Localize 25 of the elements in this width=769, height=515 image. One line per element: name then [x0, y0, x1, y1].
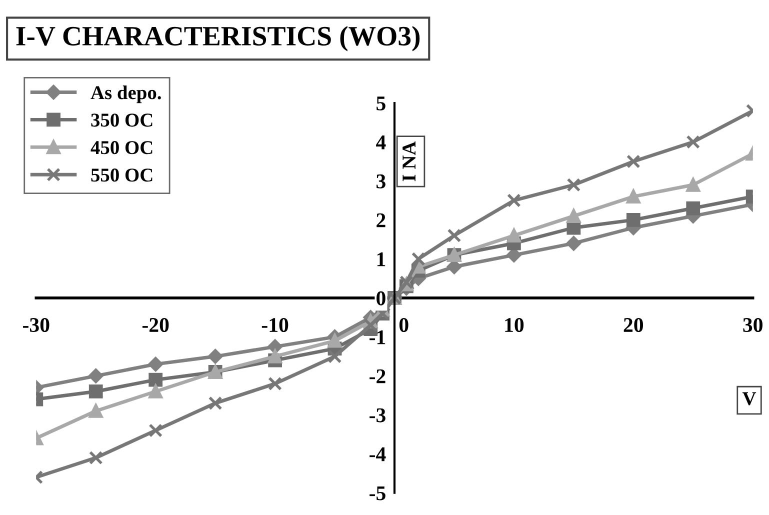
legend-label: 350 OC — [91, 114, 152, 127]
x-tick-label: 0 — [399, 318, 408, 332]
y-tick-label: 3 — [376, 174, 386, 188]
x-tick-label: 20 — [624, 318, 644, 332]
y-tick-label: 2 — [376, 213, 386, 228]
y-tick-label: -5 — [370, 486, 386, 500]
x-axis-title: V — [742, 392, 756, 406]
y-tick-label: -4 — [370, 447, 386, 462]
y-tick-label: 5 — [376, 96, 386, 110]
legend-label: 550 OC — [91, 168, 152, 182]
y-tick-label: 0 — [376, 291, 386, 306]
x-tick-label: -20 — [142, 318, 169, 332]
y-tick-label: -3 — [370, 408, 386, 422]
y-tick-label: -1 — [370, 330, 386, 344]
y-tick-label: 4 — [376, 136, 386, 150]
legend-label: 450 OC — [90, 141, 152, 154]
x-tick-label: 10 — [505, 318, 524, 332]
y-axis-title: I NA — [402, 141, 416, 182]
y-tick-label: 1 — [377, 252, 386, 266]
x-tick-label: -10 — [262, 318, 288, 332]
x-tick-label: -30 — [23, 318, 50, 332]
chart-title: I-V CHARACTERISTICS (WO3) — [16, 26, 420, 52]
y-tick-label: -2 — [370, 369, 386, 384]
legend-label: As depo. — [90, 86, 161, 104]
x-tick-label: 30 — [743, 318, 762, 332]
